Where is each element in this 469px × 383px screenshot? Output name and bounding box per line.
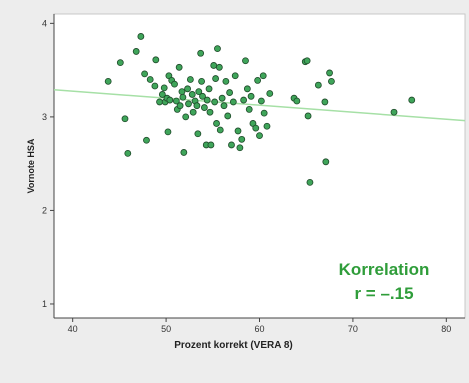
data-point	[151, 82, 159, 90]
data-point	[141, 70, 149, 78]
data-point	[228, 141, 235, 149]
data-point	[146, 76, 154, 83]
y-tick-label: 1	[42, 299, 47, 309]
data-point	[304, 112, 312, 120]
data-point	[243, 85, 251, 93]
data-point	[184, 85, 191, 93]
x-tick-label: 50	[161, 324, 171, 334]
data-point	[203, 96, 211, 104]
data-point	[171, 80, 178, 88]
data-point	[242, 57, 249, 65]
data-point	[238, 135, 246, 143]
x-tick-label: 70	[348, 324, 358, 334]
data-point	[236, 144, 244, 152]
data-point	[328, 77, 335, 85]
data-point	[205, 85, 213, 93]
data-point	[245, 106, 253, 113]
data-point	[263, 122, 271, 130]
data-point	[186, 76, 194, 83]
data-point	[408, 96, 416, 104]
data-point	[216, 126, 224, 134]
data-point	[256, 132, 263, 140]
data-point	[229, 98, 237, 106]
data-point	[252, 124, 260, 132]
data-point	[198, 77, 205, 85]
data-point	[152, 56, 160, 64]
data-point	[210, 62, 218, 69]
data-point	[121, 115, 129, 123]
data-point	[257, 97, 265, 105]
data-point	[158, 91, 166, 98]
data-point	[266, 90, 274, 97]
data-point	[200, 104, 208, 111]
data-point	[178, 88, 186, 96]
data-point	[220, 102, 228, 110]
data-point	[321, 98, 329, 106]
data-point	[179, 93, 187, 101]
data-point	[195, 88, 203, 96]
data-point	[193, 102, 201, 110]
data-point	[326, 69, 333, 77]
y-tick-label: 3	[42, 112, 47, 122]
data-point	[293, 97, 301, 105]
data-point	[214, 45, 221, 53]
data-point	[303, 57, 311, 65]
data-point	[218, 94, 226, 102]
data-point	[306, 178, 314, 186]
data-point	[197, 49, 205, 57]
data-point	[211, 98, 219, 106]
data-point	[104, 77, 112, 85]
fit-line	[53, 89, 466, 122]
data-point	[160, 84, 168, 92]
data-point	[207, 141, 215, 149]
data-point	[247, 92, 255, 100]
data-point	[175, 63, 183, 71]
x-tick-label: 40	[68, 324, 78, 334]
data-point	[172, 97, 180, 105]
data-point	[199, 92, 206, 100]
data-point	[166, 96, 174, 104]
data-point	[206, 108, 214, 116]
y-axis-title: Vornote HSA	[26, 138, 36, 193]
correlation-annotation-line: Korrelation	[339, 260, 430, 279]
data-point	[116, 59, 124, 67]
data-point	[222, 77, 230, 85]
x-tick-label: 60	[254, 324, 264, 334]
data-point	[189, 108, 197, 116]
data-point	[180, 149, 188, 156]
x-tick-label: 80	[441, 324, 451, 334]
data-point	[390, 108, 398, 116]
data-point	[259, 72, 267, 80]
y-tick-label: 2	[42, 205, 47, 215]
y-tick-label: 4	[42, 18, 47, 28]
data-point	[124, 149, 132, 157]
x-axis-title: Prozent korrekt (VERA 8)	[174, 340, 293, 351]
data-point	[260, 109, 268, 117]
data-point	[194, 130, 202, 138]
data-point	[213, 120, 220, 127]
data-point	[137, 33, 145, 40]
data-point	[314, 81, 322, 89]
data-point	[322, 158, 330, 166]
data-point	[188, 91, 196, 98]
data-point	[240, 96, 248, 104]
data-point	[156, 98, 163, 106]
data-point	[182, 113, 190, 121]
correlation-annotation-line: r = –.15	[354, 284, 413, 303]
data-point	[234, 127, 242, 135]
data-point	[212, 75, 219, 82]
data-point	[185, 100, 192, 108]
data-point	[215, 63, 223, 71]
data-point	[143, 136, 150, 144]
data-point	[224, 112, 232, 120]
data-point	[164, 128, 172, 136]
data-point	[254, 77, 262, 84]
data-point	[176, 102, 184, 110]
data-point	[132, 48, 140, 55]
data-point	[226, 89, 234, 96]
data-point	[231, 72, 239, 80]
